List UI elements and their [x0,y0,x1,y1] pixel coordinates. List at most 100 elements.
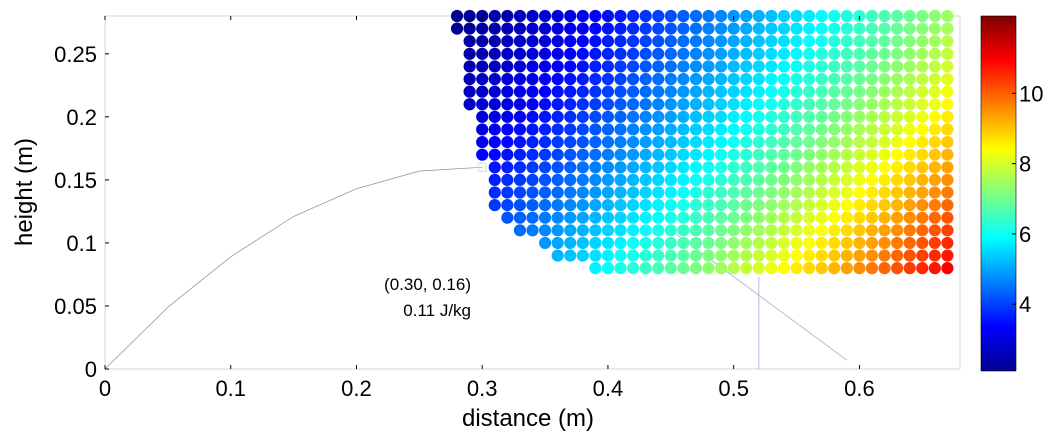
scatter-point [702,249,715,262]
scatter-point [941,161,954,174]
scatter-point [840,236,853,250]
scatter-point [715,22,728,35]
scatter-point [727,110,740,123]
scatter-point [891,60,904,73]
scatter-point [639,72,652,86]
scatter-point [589,186,602,199]
scatter-point [488,60,501,73]
scatter-point [626,35,640,48]
scatter-point [639,186,652,199]
scatter-point [916,173,929,186]
scatter-point [878,35,891,48]
scatter-point [828,199,841,212]
scatter-point [903,224,916,237]
scatter-point [916,186,929,199]
scatter-point [815,173,828,186]
scatter-point [589,211,602,224]
scatter-point [538,35,552,48]
scatter-point [878,173,891,186]
scatter-point [840,123,853,136]
scatter-point [815,135,828,149]
scatter-point [928,98,941,111]
scatter-point [513,110,527,123]
scatter-point [614,148,627,161]
scatter-point [878,199,891,212]
x-tick-label: 0.2 [341,376,372,401]
scatter-point [727,224,740,237]
scatter-point [815,211,828,224]
scatter-point [664,22,677,35]
scatter-point [589,123,602,136]
scatter-point [614,60,627,73]
scatter-point [941,199,954,212]
scatter-point [803,199,816,212]
scatter-point [740,22,753,35]
scatter-point [752,173,765,186]
scatter-point [564,35,577,48]
scatter-point [513,85,527,98]
scatter-point [652,110,665,123]
scatter-point [538,47,552,60]
scatter-point [828,211,841,224]
scatter-point [526,211,539,224]
scatter-point [664,186,677,199]
scatter-point [853,85,866,98]
scatter-point [639,110,652,123]
scatter-point [853,199,866,212]
scatter-point [526,22,539,35]
y-tick-label: 0.15 [54,168,97,193]
scatter-point [601,161,615,174]
scatter-point [551,35,564,48]
scatter-point [501,135,514,149]
scatter-point [891,47,904,60]
scatter-point [652,47,665,60]
scatter-point [639,173,652,186]
scatter-point [689,236,703,250]
scatter-point [677,173,690,186]
scatter-point [928,161,941,174]
scatter-point [828,236,841,250]
scatter-point [790,161,803,174]
y-tick-label: 0.05 [54,294,97,319]
scatter-point [526,135,539,149]
scatter-point [715,148,728,161]
scatter-point [891,110,904,123]
scatter-point [677,85,690,98]
scatter-point [752,148,765,161]
scatter-point [488,9,501,23]
scatter-point [476,85,489,98]
scatter-point [941,60,954,73]
scatter-point [790,224,803,237]
scatter-point [576,186,589,199]
x-tick-label: 0.4 [593,376,624,401]
scatter-point [891,98,904,111]
scatter-point [601,110,615,123]
scatter-point [853,173,866,186]
scatter-point [790,60,803,73]
scatter-point [488,161,501,174]
scatter-point [626,98,640,111]
scatter-point [903,47,916,60]
scatter-point [488,173,501,186]
scatter-point [589,98,602,111]
scatter-point [840,262,853,275]
scatter-point [740,236,753,250]
scatter-point [488,98,501,111]
scatter-point [865,135,879,149]
scatter-point [941,35,954,48]
scatter-point [639,262,652,275]
scatter-point [790,199,803,212]
scatter-point [740,224,753,237]
scatter-point [777,60,791,73]
scatter-point [777,148,791,161]
scatter-point [891,72,904,86]
scatter-point [803,110,816,123]
scatter-point [853,186,866,199]
colorbar-gradient [980,15,1017,372]
scatter-point [513,35,527,48]
scatter-point [526,35,539,48]
scatter-point [564,135,577,149]
scatter-point [576,9,589,23]
scatter-point [677,60,690,73]
